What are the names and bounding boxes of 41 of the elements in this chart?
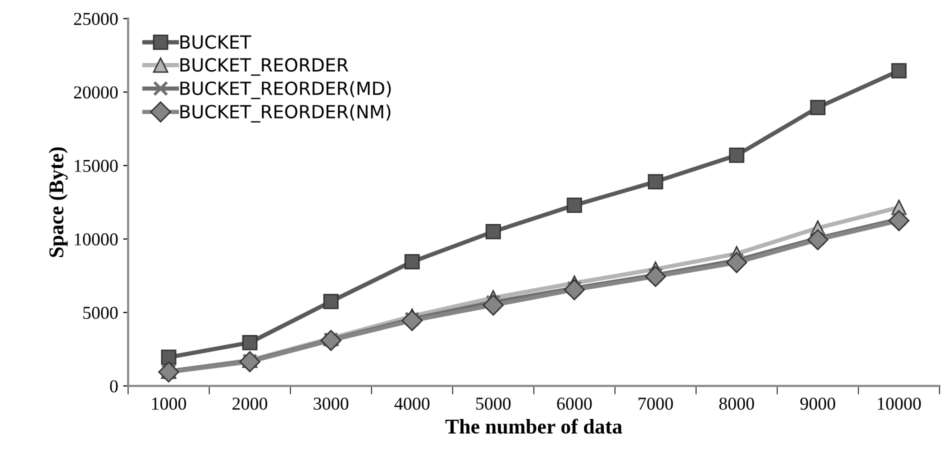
x-axis-title: The number of data xyxy=(445,418,622,434)
x-tick-label: 10000 xyxy=(878,398,921,410)
point xyxy=(242,334,258,350)
point xyxy=(404,254,420,270)
y-tick-label: 25000 xyxy=(74,12,118,26)
x-tick-label: 2000 xyxy=(232,398,268,410)
x-tick-label: 1000 xyxy=(152,398,186,410)
legend-label: BUCKET_REORDER xyxy=(180,58,348,76)
point xyxy=(239,351,260,372)
x-tick-label: 4000 xyxy=(394,398,430,410)
point xyxy=(323,294,339,310)
point xyxy=(807,229,828,250)
y-tick-label: 15000 xyxy=(74,160,118,172)
point xyxy=(648,174,664,190)
point xyxy=(564,279,585,300)
x-tick-label: 5000 xyxy=(476,398,511,410)
x-tick-label: 8000 xyxy=(719,398,754,410)
y-tick-label: 0 xyxy=(110,380,118,392)
point xyxy=(891,63,907,78)
point xyxy=(482,294,504,316)
x-tick-label: 7000 xyxy=(638,398,673,410)
point xyxy=(566,198,582,213)
point xyxy=(729,148,744,163)
y-tick-label: 20000 xyxy=(74,86,118,99)
legend-label: BUCKET_REORDER(MD) xyxy=(180,81,391,100)
point xyxy=(161,350,176,365)
y-tick-label: 5000 xyxy=(83,306,118,319)
point xyxy=(888,210,910,232)
legend-label: BUCKET xyxy=(180,35,252,49)
point xyxy=(645,266,666,287)
point xyxy=(810,100,826,116)
point xyxy=(726,252,748,274)
point xyxy=(486,224,501,240)
y-axis-title: Space (Byte) xyxy=(48,147,68,257)
x-tick-label: 3000 xyxy=(314,398,348,410)
y-tick-label: 10000 xyxy=(74,233,118,246)
point xyxy=(320,330,342,351)
x-tick-label: 6000 xyxy=(557,398,592,410)
legend-label: BUCKET_REORDER(NM) xyxy=(180,104,390,123)
point xyxy=(402,310,423,332)
x-tick-label: 9000 xyxy=(800,398,836,410)
